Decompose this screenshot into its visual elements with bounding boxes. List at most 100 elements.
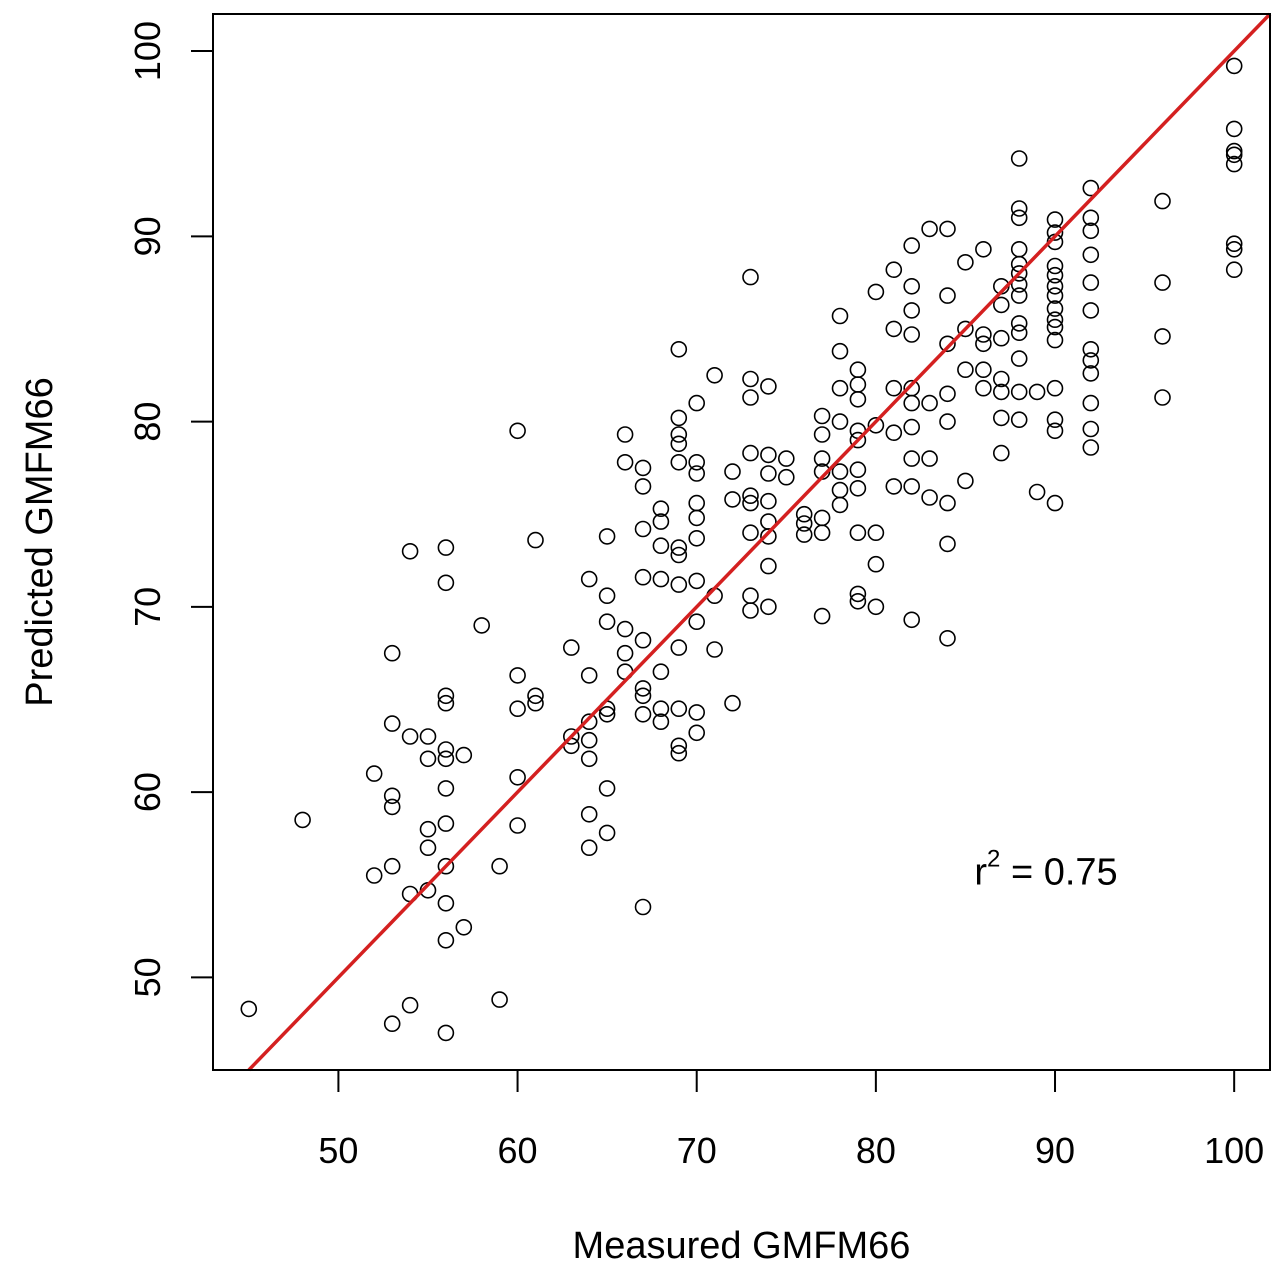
data-point-143 bbox=[831, 463, 849, 480]
data-point-53 bbox=[580, 839, 598, 857]
data-point-83 bbox=[670, 409, 688, 427]
data-point-220 bbox=[1046, 224, 1064, 241]
data-point-161 bbox=[885, 261, 903, 279]
data-point-124 bbox=[760, 528, 777, 545]
data-point-104 bbox=[706, 366, 723, 384]
data-point-213 bbox=[1010, 324, 1028, 342]
data-point-241 bbox=[1082, 352, 1100, 369]
data-point-132 bbox=[813, 407, 831, 425]
data-point-257 bbox=[1225, 261, 1243, 279]
data-point-199 bbox=[992, 329, 1010, 347]
data-point-253 bbox=[1225, 146, 1243, 164]
data-point-23 bbox=[437, 741, 455, 758]
data-point-155 bbox=[849, 592, 867, 610]
data-point-39 bbox=[509, 768, 526, 786]
data-point-140 bbox=[831, 342, 849, 360]
data-point-122 bbox=[760, 492, 777, 510]
data-point-150 bbox=[849, 431, 867, 449]
data-point-243 bbox=[1082, 394, 1100, 412]
data-point-32 bbox=[455, 918, 473, 936]
data-point-151 bbox=[849, 461, 867, 479]
data-point-229 bbox=[1046, 331, 1064, 349]
data-point-35 bbox=[491, 991, 508, 1008]
data-point-67 bbox=[634, 478, 652, 495]
data-point-139 bbox=[831, 307, 849, 325]
data-point-254 bbox=[1225, 155, 1243, 173]
data-point-69 bbox=[634, 568, 652, 586]
data-point-70 bbox=[634, 631, 652, 649]
data-point-252 bbox=[1225, 142, 1243, 160]
data-point-1 bbox=[294, 811, 311, 829]
data-point-5 bbox=[383, 715, 401, 732]
data-point-24 bbox=[437, 750, 455, 768]
data-point-195 bbox=[975, 361, 992, 379]
x-axis: 50 60 70 80 90 100 bbox=[318, 1070, 1264, 1171]
data-point-111 bbox=[742, 370, 759, 388]
data-point-42 bbox=[527, 687, 544, 705]
data-point-242 bbox=[1082, 365, 1100, 382]
data-point-245 bbox=[1082, 439, 1100, 456]
data-point-77 bbox=[652, 537, 670, 555]
data-point-50 bbox=[580, 731, 598, 749]
data-point-214 bbox=[1010, 350, 1028, 367]
data-point-137 bbox=[813, 524, 831, 542]
x-tick-label-100: 100 bbox=[1204, 1130, 1264, 1171]
y-axis-title: Predicted GMFM66 bbox=[19, 377, 61, 706]
data-point-48 bbox=[580, 667, 598, 684]
data-point-118 bbox=[742, 602, 759, 619]
data-point-240 bbox=[1082, 340, 1100, 358]
data-point-145 bbox=[831, 496, 849, 514]
data-point-10 bbox=[401, 542, 419, 560]
x-tick-label-90: 90 bbox=[1035, 1130, 1075, 1171]
data-point-169 bbox=[903, 326, 921, 343]
data-point-141 bbox=[831, 379, 849, 397]
data-point-108 bbox=[724, 491, 741, 508]
data-point-177 bbox=[921, 394, 938, 412]
y-tick-label-50: 50 bbox=[127, 957, 168, 997]
r-squared-annotation: r2 = 0.75 bbox=[974, 846, 1117, 894]
data-point-190 bbox=[957, 361, 974, 379]
data-point-247 bbox=[1154, 274, 1171, 291]
data-point-227 bbox=[1046, 311, 1064, 329]
data-point-29 bbox=[437, 931, 455, 949]
data-point-101 bbox=[688, 613, 706, 631]
data-point-17 bbox=[419, 839, 437, 857]
data-point-102 bbox=[688, 704, 706, 721]
data-point-74 bbox=[634, 898, 652, 916]
data-point-51 bbox=[580, 750, 598, 768]
data-point-248 bbox=[1154, 328, 1171, 345]
data-point-131 bbox=[795, 526, 813, 543]
data-point-93 bbox=[670, 744, 688, 762]
data-point-125 bbox=[760, 557, 777, 575]
data-point-100 bbox=[688, 572, 706, 590]
data-point-184 bbox=[939, 413, 956, 430]
data-point-99 bbox=[688, 529, 706, 547]
data-point-58 bbox=[598, 705, 616, 723]
data-point-85 bbox=[670, 435, 688, 453]
data-point-186 bbox=[939, 535, 956, 553]
x-tick-label-80: 80 bbox=[856, 1130, 896, 1171]
r-squared-value: = 0.75 bbox=[1000, 852, 1117, 894]
data-point-153 bbox=[849, 524, 867, 542]
data-point-176 bbox=[921, 220, 938, 238]
marks-layer bbox=[240, 57, 1243, 1042]
data-point-178 bbox=[921, 450, 938, 467]
data-point-222 bbox=[1046, 257, 1064, 275]
data-point-115 bbox=[742, 494, 759, 512]
data-point-33 bbox=[473, 617, 491, 634]
data-point-173 bbox=[903, 450, 921, 467]
data-point-89 bbox=[670, 576, 688, 593]
data-point-235 bbox=[1082, 209, 1100, 227]
x-axis-title: Measured GMFM66 bbox=[573, 1225, 911, 1267]
data-point-236 bbox=[1082, 222, 1100, 240]
data-point-228 bbox=[1046, 318, 1064, 336]
data-point-246 bbox=[1154, 192, 1171, 210]
data-point-79 bbox=[652, 663, 670, 681]
data-point-3 bbox=[365, 867, 383, 884]
data-point-88 bbox=[670, 546, 688, 564]
data-point-27 bbox=[437, 857, 455, 875]
data-point-59 bbox=[598, 780, 616, 797]
data-point-182 bbox=[939, 335, 956, 353]
data-point-84 bbox=[670, 426, 688, 443]
